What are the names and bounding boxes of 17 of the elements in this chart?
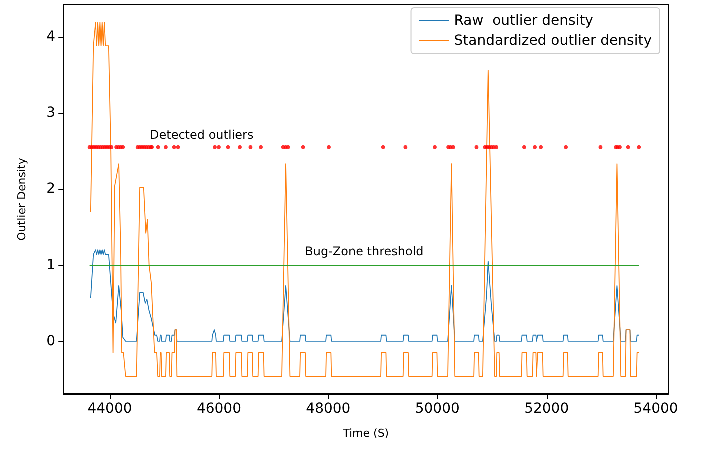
y-tick-label: 4 bbox=[46, 28, 56, 45]
y-tick-label: 2 bbox=[46, 181, 56, 198]
x-tick-label: 46000 bbox=[196, 401, 242, 417]
ref-line-label: Bug-Zone threshold bbox=[305, 244, 424, 258]
legend-label: Standardized outlier density bbox=[454, 33, 652, 49]
x-tick-label: 54000 bbox=[634, 401, 678, 417]
x-tick-label: 48000 bbox=[306, 401, 351, 417]
y-tick-label: 3 bbox=[46, 105, 56, 122]
y-tick-label: 0 bbox=[46, 333, 56, 350]
x-axis-title: Time (S) bbox=[342, 427, 390, 440]
legend-label: Raw outlier density bbox=[454, 13, 594, 29]
x-tick-label: 52000 bbox=[524, 401, 570, 417]
x-tick-label: 50000 bbox=[415, 401, 460, 417]
x-tick-label: 44000 bbox=[88, 401, 132, 417]
y-axis-title: Outlier Density bbox=[16, 158, 29, 241]
annotation: Detected outliers bbox=[150, 128, 254, 142]
y-tick-label: 1 bbox=[46, 257, 56, 274]
